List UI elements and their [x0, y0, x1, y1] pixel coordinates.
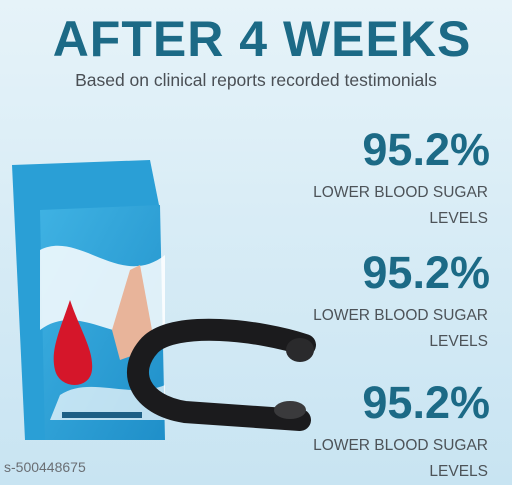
stat-label: LEVELS [429, 463, 488, 480]
device [127, 318, 316, 431]
device-tip [274, 401, 306, 419]
device-tip [286, 338, 314, 362]
box-caption [62, 412, 142, 418]
stat-label: LEVELS [429, 333, 488, 350]
stat-label: LOWER BLOOD SUGAR [313, 307, 488, 324]
stat-value: 95.2% [362, 377, 490, 428]
stats-list: 95.2% LOWER BLOOD SUGAR LEVELS 95.2% LOWER B… [313, 124, 490, 480]
title: AFTER 4 WEEKS [53, 11, 472, 67]
watermark: s-500448675 [4, 459, 86, 475]
subtitle: Based on clinical reports recorded testi… [75, 70, 437, 90]
stat-value: 95.2% [362, 247, 490, 298]
stat-label: LEVELS [429, 210, 488, 227]
device-clip [127, 318, 316, 431]
hand [112, 265, 152, 360]
stat-label: LOWER BLOOD SUGAR [313, 184, 488, 201]
blood-drop [53, 300, 93, 385]
stat-value: 95.2% [362, 124, 490, 175]
stat-label: LOWER BLOOD SUGAR [313, 437, 488, 454]
